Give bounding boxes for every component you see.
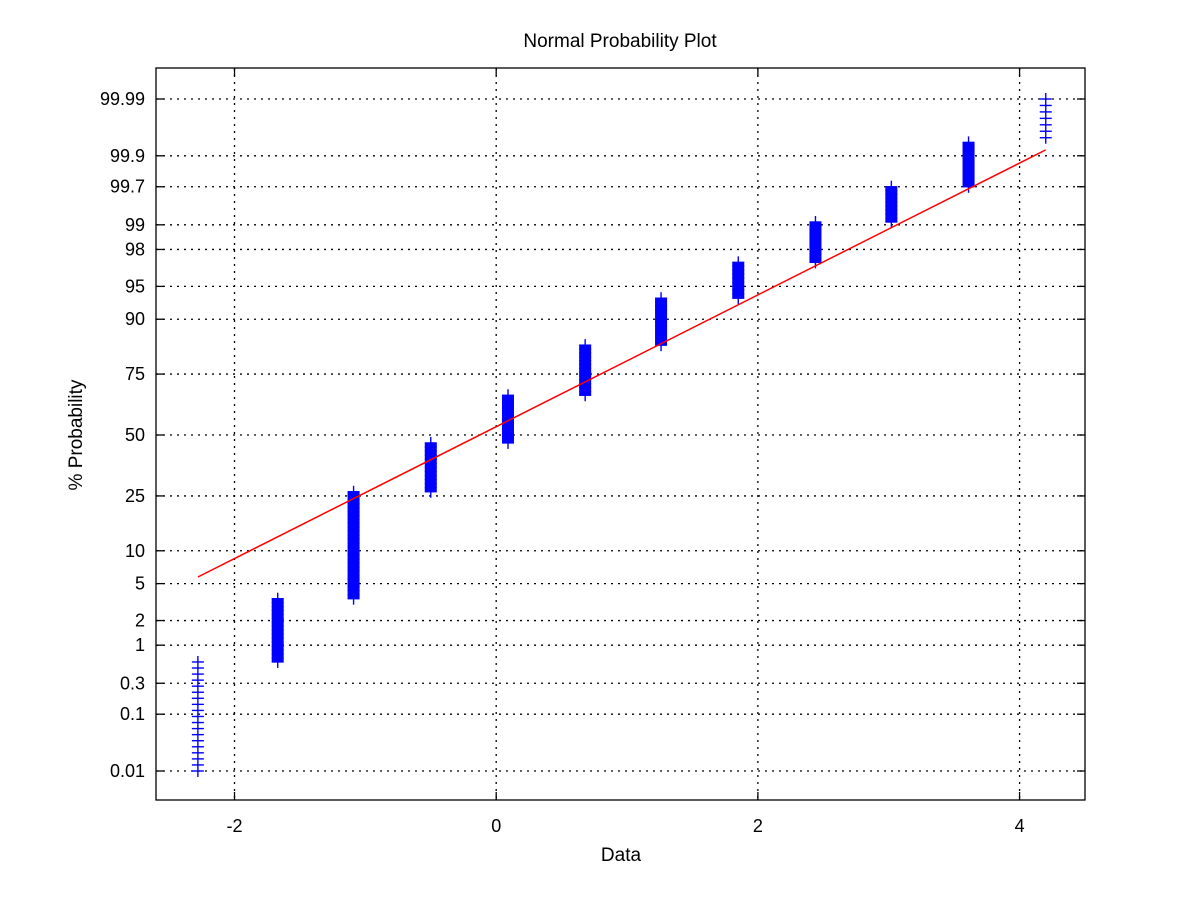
grid-lines [156, 68, 1085, 800]
y-tick-label: 99 [125, 215, 145, 235]
y-tick-label: 0.1 [120, 704, 145, 724]
plot-frame [155, 67, 1086, 801]
fit-line-layer [197, 149, 1047, 578]
y-tick-label: 50 [125, 425, 145, 445]
x-axis-ticks: -2 0 2 4 [226, 68, 1025, 836]
data-points [191, 93, 1052, 777]
x-tick-label: 4 [1015, 816, 1025, 836]
data-cluster [732, 256, 745, 305]
y-tick-label: 98 [125, 239, 145, 259]
x-tick-label: 0 [491, 816, 501, 836]
data-cluster [347, 485, 360, 605]
data-cluster [271, 592, 284, 668]
y-axis-label: % Probability [66, 379, 87, 490]
y-tick-label: 2 [135, 611, 145, 631]
x-tick-label: -2 [226, 816, 242, 836]
data-cluster [579, 339, 592, 402]
y-tick-label: 90 [125, 309, 145, 329]
y-tick-label: 0.01 [110, 761, 145, 781]
fit-line [197, 149, 1047, 578]
y-tick-label: 1 [135, 635, 145, 655]
data-cluster [962, 136, 975, 193]
x-tick-label: 2 [753, 816, 763, 836]
y-tick-label: 99.9 [110, 146, 145, 166]
y-tick-label: 95 [125, 276, 145, 296]
y-tick-label: 75 [125, 364, 145, 384]
data-cluster [655, 292, 668, 352]
data-cluster [809, 216, 822, 269]
y-tick-label: 5 [135, 574, 145, 594]
data-cluster [424, 436, 437, 498]
data-cluster [191, 655, 204, 777]
data-cluster [1039, 93, 1052, 144]
y-tick-label: 25 [125, 486, 145, 506]
data-cluster [885, 180, 898, 229]
y-tick-label: 10 [125, 541, 145, 561]
y-axis-ticks: 0.010.10.3125102550759095989999.799.999.… [100, 89, 1085, 781]
y-tick-label: 99.7 [110, 177, 145, 197]
y-tick-label: 99.99 [100, 89, 145, 109]
x-axis-label: Data [601, 845, 642, 866]
chart-title: Normal Probability Plot [523, 31, 717, 52]
y-tick-label: 0.3 [120, 673, 145, 693]
